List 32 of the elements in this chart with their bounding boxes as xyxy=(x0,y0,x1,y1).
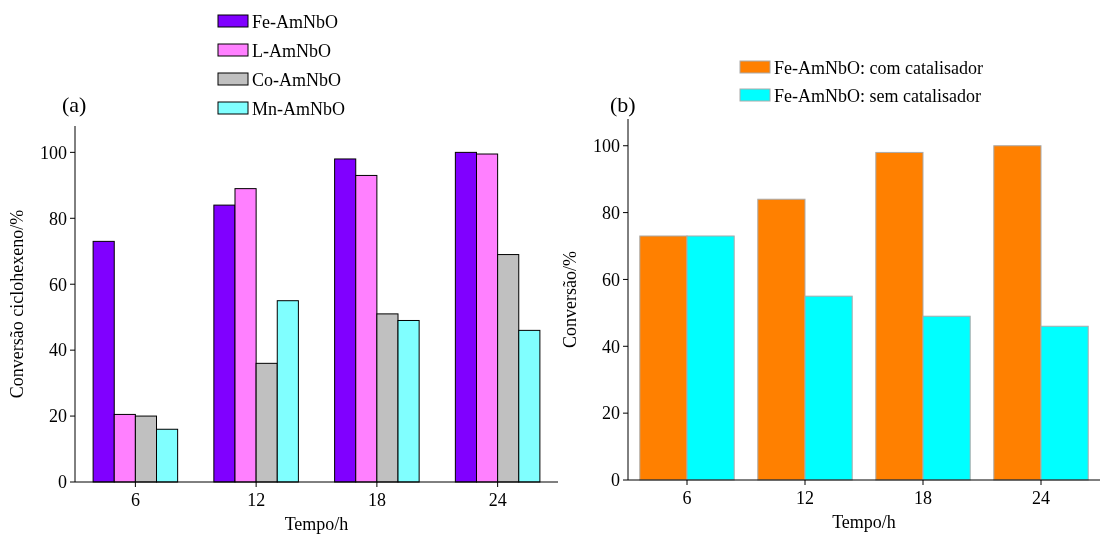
y-tick-label: 60 xyxy=(602,269,620,290)
legend-label: L-AmNbO xyxy=(252,41,331,62)
y-tick-label: 0 xyxy=(611,470,620,491)
x-tick-label: 6 xyxy=(682,488,692,508)
y-tick-label: 40 xyxy=(49,340,67,361)
legend-label: Fe-AmNbO: sem catalisador xyxy=(774,86,981,107)
y-tick-label: 40 xyxy=(602,336,620,357)
x-axis-title: Tempo/h xyxy=(832,512,896,532)
y-axis-title: Conversão/% xyxy=(560,251,580,348)
x-tick-label: 18 xyxy=(914,488,932,508)
legend-label: Fe-AmNbO: com catalisador xyxy=(774,58,983,79)
y-tick-label: 20 xyxy=(602,403,620,424)
x-tick-label: 12 xyxy=(796,488,814,508)
chart-title: (a) xyxy=(62,92,87,117)
x-tick-label: 24 xyxy=(1032,488,1050,508)
y-tick-label: 20 xyxy=(49,406,67,427)
y-tick-label: 0 xyxy=(58,472,67,493)
legend-label: Fe-AmNbO xyxy=(252,12,338,33)
y-axis-title: Conversão ciclohexeno/% xyxy=(7,209,27,399)
legend-label: Co-AmNbO xyxy=(252,70,341,91)
x-axis-title: Tempo/h xyxy=(284,514,349,534)
x-tick-label: 12 xyxy=(247,490,266,510)
x-tick-label: 6 xyxy=(130,490,140,510)
y-tick-label: 100 xyxy=(40,142,67,163)
legend-label: Mn-AmNbO xyxy=(252,99,345,120)
y-tick-label: 80 xyxy=(49,208,67,229)
y-tick-label: 100 xyxy=(593,136,620,157)
y-tick-label: 80 xyxy=(602,202,620,223)
x-tick-label: 24 xyxy=(488,490,507,510)
chart-title: (b) xyxy=(610,92,636,117)
y-tick-label: 60 xyxy=(49,274,67,295)
x-tick-label: 18 xyxy=(367,490,386,510)
